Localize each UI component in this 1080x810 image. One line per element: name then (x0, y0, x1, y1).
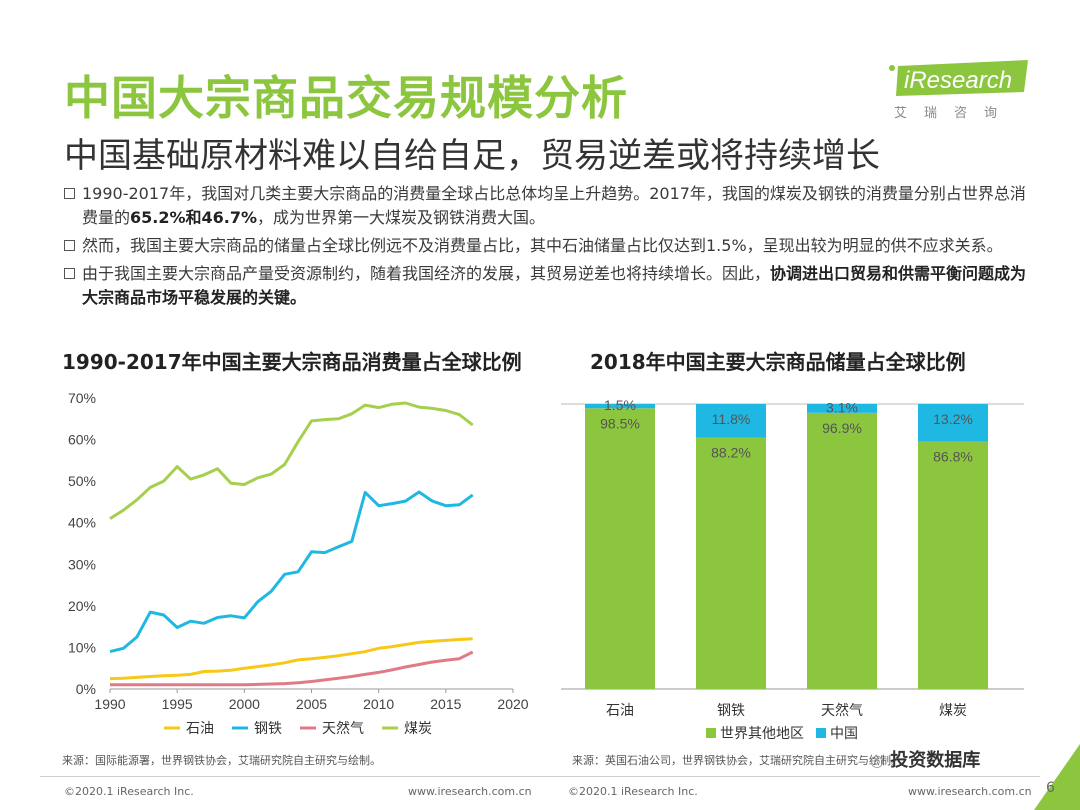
bullet-3-highlight: 协调进出口贸易和供需平衡问题成为大宗商品市场平稳发展的关键。 (82, 264, 1027, 307)
bullet-square-icon (64, 188, 75, 199)
category-label: 天然气 (821, 702, 863, 718)
x-tick-label: 2005 (296, 696, 327, 712)
x-tick-label: 2015 (430, 696, 461, 712)
logo-cn-text: 艾瑞咨询 (894, 106, 1015, 121)
bullet-1-text: 1990-2017年，我国对几类主要大宗商品的消费量全球占比总体均呈上升趋势。2… (82, 184, 1026, 227)
series-line-oil (109, 637, 473, 681)
bar-segment-rest (585, 408, 655, 689)
data-label: 98.5% (600, 415, 640, 431)
footer-url-left: www.iresearch.com.cn (408, 785, 532, 798)
bullet-square-icon (64, 268, 75, 279)
x-tick-label: 2000 (229, 696, 260, 712)
bullet-item-1: 1990-2017年，我国对几类主要大宗商品的消费量全球占比总体均呈上升趋势。2… (62, 182, 1037, 230)
bullet-1-tail: ，成为世界第一大煤炭及钢铁消费大国。 (257, 208, 546, 227)
bar-segment-rest (918, 441, 988, 689)
page-title: 中国大宗商品交易规模分析 (64, 71, 628, 125)
y-tick-label: 30% (68, 556, 96, 572)
x-tick-label: 2020 (497, 696, 528, 712)
data-label: 11.8% (712, 411, 751, 427)
series-line-gas (110, 650, 474, 687)
y-tick-label: 10% (68, 639, 96, 655)
data-label: 86.8% (933, 449, 973, 465)
watermark: ◎ 投资数据库 (870, 746, 980, 772)
footer-copyright-right: ©2020.1 iResearch Inc. (568, 785, 698, 798)
x-tick-label: 1995 (162, 696, 193, 712)
page-number: 6 (1046, 780, 1055, 796)
y-tick-label: 70% (68, 390, 96, 406)
bar-segment-china (807, 404, 877, 413)
watermark-text: 投资数据库 (890, 750, 981, 771)
bullet-list: 1990-2017年，我国对几类主要大宗商品的消费量全球占比总体均呈上升趋势。2… (62, 182, 1037, 314)
data-label: 96.9% (822, 420, 862, 436)
bullet-3-text: 由于我国主要大宗商品产量受资源制约，随着我国经济的发展，其贸易逆差也将持续增长。… (82, 264, 771, 283)
consumption-line-chart: 0% 10% 20% 30% 40% 50% 60% 70% 1990 1995 2000 2005 2… (68, 390, 529, 736)
legend-label: 天然气 (322, 720, 364, 736)
bullet-square-icon (64, 240, 75, 251)
x-tick-label: 1990 (94, 696, 125, 712)
category-label: 煤炭 (939, 702, 967, 718)
bullet-2-text: 然而，我国主要大宗商品的储量占全球比例远不及消费量占比，其中石油储量占比仅达到1… (82, 236, 1003, 255)
data-label: 3.1% (826, 399, 858, 415)
legend-swatch-rest (706, 728, 716, 738)
data-label: 1.5% (604, 397, 636, 413)
series-line-steel (109, 490, 474, 654)
y-tick-label: 40% (68, 515, 96, 531)
legend-swatch-china (816, 728, 826, 738)
legend-label: 石油 (186, 720, 214, 736)
x-tick-label: 2010 (363, 696, 394, 712)
wechat-icon: ◎ (870, 751, 884, 770)
bullet-item-3: 由于我国主要大宗商品产量受资源制约，随着我国经济的发展，其贸易逆差也将持续增长。… (62, 262, 1037, 310)
y-tick-label: 20% (68, 598, 96, 614)
bar-segment-china (696, 404, 766, 438)
corner-decoration (1034, 744, 1080, 810)
legend-label: 世界其他地区 (720, 725, 804, 741)
source-left: 来源：国际能源署，世界钢铁协会，艾瑞研究院自主研究与绘制。 (62, 754, 381, 767)
page-subtitle: 中国基础原材料难以自给自足，贸易逆差或将持续增长 (64, 136, 880, 176)
source-right: 来源：英国石油公司，世界钢铁协会，艾瑞研究院自主研究与绘制。 (572, 754, 902, 767)
legend-label: 煤炭 (404, 720, 432, 736)
y-tick-label: 50% (68, 473, 96, 489)
footer-copyright-left: ©2020.1 iResearch Inc. (64, 785, 194, 798)
data-label: 13.2% (933, 411, 973, 427)
bar-segment-rest (807, 412, 877, 689)
bar-segment-china (585, 404, 655, 409)
logo-text: iResearch (904, 67, 1012, 94)
legend-label: 钢铁 (254, 720, 282, 736)
category-label: 钢铁 (717, 702, 745, 718)
logo-mark: iResearch (889, 60, 1028, 96)
footer-url-right: www.iresearch.com.cn (908, 785, 1032, 798)
y-tick-label: 0% (76, 681, 96, 697)
bullet-item-2: 然而，我国主要大宗商品的储量占全球比例远不及消费量占比，其中石油储量占比仅达到1… (62, 234, 1037, 258)
legend-label: 中国 (830, 725, 858, 741)
category-label: 石油 (606, 702, 634, 718)
reserves-bar-chart: 98.5% 1.5% 石油 88.2% 11.8% 钢铁 96.9% 3.1% 天然气 86.8%… (561, 397, 1024, 741)
bar-segment-china (918, 404, 988, 442)
iresearch-logo: iResearch 艾瑞咨询 (888, 60, 1033, 122)
data-label: 88.2% (711, 445, 751, 461)
bar-segment-rest (696, 437, 766, 689)
footer-divider (40, 776, 1040, 777)
bullet-1-highlight: 65.2%和46.7% (130, 208, 258, 227)
series-line-coal (109, 401, 474, 520)
y-tick-label: 60% (68, 432, 96, 448)
bar-chart-title: 2018年中国主要大宗商品储量占全球比例 (590, 350, 966, 374)
line-chart-title: 1990-2017年中国主要大宗商品消费量占全球比例 (62, 350, 522, 374)
